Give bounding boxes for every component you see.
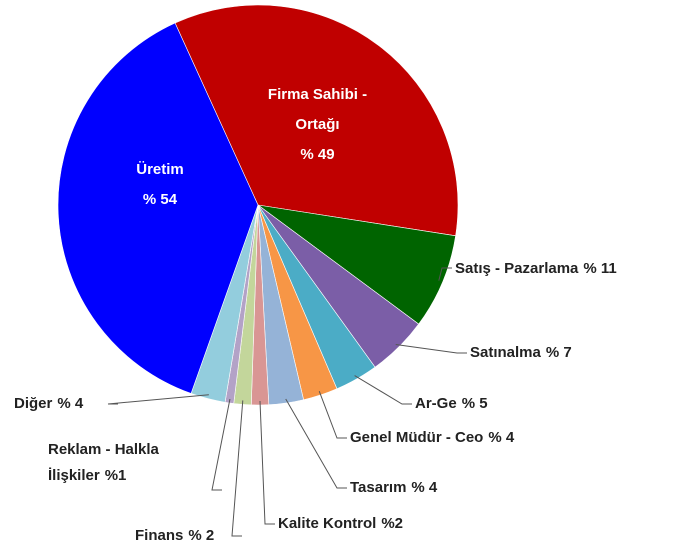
label-name: Firma Sahibi - Ortağı <box>267 86 368 133</box>
label-value: % 5 <box>461 395 488 412</box>
label-name: Finans <box>135 527 184 544</box>
label-name: Ar-Ge <box>415 395 457 412</box>
slice-label: Tasarım% 4 <box>350 475 437 501</box>
leader-line <box>354 375 412 405</box>
slice-label: Diğer% 4 <box>14 391 83 417</box>
label-value: % 54 <box>142 191 178 208</box>
slice-label: Kalite Kontrol %2 <box>278 511 403 537</box>
label-value: % 2 <box>188 527 215 544</box>
label-name: Üretim <box>136 161 184 178</box>
label-name: Satış - Pazarlama <box>455 260 579 277</box>
leader-line <box>395 343 467 354</box>
slice-label: Reklam - Halkla İlişkiler %1 <box>48 437 233 489</box>
label-value: % 49 <box>300 146 335 163</box>
slice-label: Üretim % 54 <box>95 155 225 215</box>
leader-line <box>285 398 347 489</box>
slice-label: Firma Sahibi - Ortağı % 49 <box>250 80 385 170</box>
label-name: Tasarım <box>350 479 407 496</box>
leader-line <box>318 391 347 439</box>
label-value: %1 <box>104 467 127 484</box>
label-value: % 7 <box>545 344 572 361</box>
leader-line <box>438 267 452 281</box>
label-value: % 11 <box>583 260 617 277</box>
label-value: % 4 <box>57 395 84 412</box>
label-name: Kalite Kontrol <box>278 515 377 532</box>
slice-label: Finans% 2 <box>135 523 214 549</box>
label-name: Reklam - Halkla İlişkiler <box>48 441 159 484</box>
slice-label: Satınalma% 7 <box>470 340 572 366</box>
label-name: Diğer <box>14 395 53 412</box>
leader-line <box>259 400 275 525</box>
leader-line <box>211 398 231 491</box>
label-name: Genel Müdür - Ceo <box>350 429 484 446</box>
slice-label: Ar-Ge% 5 <box>415 391 488 417</box>
leader-line <box>107 394 209 405</box>
leader-line <box>231 400 244 537</box>
slice-label: Satış - Pazarlama% 11 <box>455 256 617 282</box>
label-value: % 4 <box>488 429 515 446</box>
slice-label: Genel Müdür - Ceo% 4 <box>350 425 514 451</box>
pie-slice <box>57 22 259 394</box>
label-name: Satınalma <box>470 344 541 361</box>
pie-slice <box>257 204 456 325</box>
label-value: % 4 <box>411 479 438 496</box>
label-value: %2 <box>381 515 404 532</box>
